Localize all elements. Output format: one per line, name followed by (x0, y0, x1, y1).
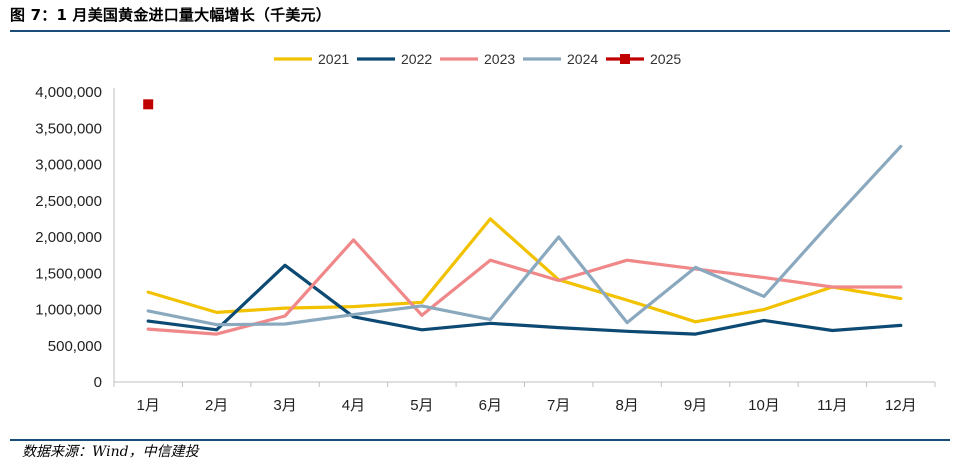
legend-label-2024: 2024 (567, 51, 598, 67)
y-tick-label: 2,000,000 (35, 229, 102, 246)
series-line-2022 (146, 263, 903, 336)
legend-marker-2025 (620, 54, 630, 64)
x-tick-label: 6月 (479, 397, 502, 414)
line-chart: 2021 2022 2023 2024 2025 0 500,000 1,000,000 1,… (35, 51, 936, 414)
figure-title: 图 7：1 月美国黄金进口量大幅增长（千美元） (10, 6, 331, 24)
axes (113, 88, 936, 387)
y-tick-label: 1,500,000 (35, 265, 102, 282)
x-axis-ticks: 1月 2月 3月 4月 5月 6月 7月 8月 9月 10月 11月 12月 (137, 397, 917, 414)
series-2022 (146, 263, 903, 336)
series-group (143, 99, 903, 336)
legend-item-2022: 2022 (357, 51, 432, 67)
legend-label-2021: 2021 (318, 51, 349, 67)
legend-item-2023: 2023 (440, 51, 515, 67)
x-tick-label: 2月 (205, 397, 228, 414)
y-tick-label: 4,000,000 (35, 84, 102, 101)
series-line-2024 (146, 144, 903, 327)
x-tick-label: 3月 (273, 397, 296, 414)
series-2024 (146, 144, 903, 327)
x-tick-label: 1月 (137, 397, 160, 414)
legend-item-2021: 2021 (274, 51, 349, 67)
y-tick-label: 0 (94, 374, 102, 391)
x-tick-label: 10月 (748, 397, 780, 414)
top-rule (10, 30, 950, 32)
legend-label-2022: 2022 (401, 51, 432, 67)
series-2023 (146, 238, 903, 336)
series-line-2023 (146, 238, 903, 336)
y-tick-label: 500,000 (48, 338, 102, 355)
x-tick-label: 4月 (342, 397, 365, 414)
series-2025 (143, 99, 154, 110)
series-line-2021 (146, 217, 903, 324)
series-2021 (146, 217, 903, 324)
legend-item-2024: 2024 (523, 51, 598, 67)
bottom-rule (10, 439, 950, 441)
x-tick-label: 7月 (547, 397, 570, 414)
y-tick-label: 1,000,000 (35, 302, 102, 319)
legend: 2021 2022 2023 2024 2025 (274, 51, 681, 67)
x-tick-label: 5月 (410, 397, 433, 414)
x-tick-label: 9月 (684, 397, 707, 414)
x-tick-label: 11月 (817, 397, 848, 414)
y-axis-ticks: 0 500,000 1,000,000 1,500,000 2,000,000 2,500… (35, 84, 102, 391)
legend-label-2023: 2023 (484, 51, 515, 67)
source-note: 数据来源：Wind，中信建投 (22, 444, 199, 460)
legend-item-2025: 2025 (606, 51, 681, 67)
y-tick-label: 3,500,000 (35, 120, 102, 137)
y-tick-label: 3,000,000 (35, 157, 102, 174)
legend-label-2025: 2025 (650, 51, 681, 67)
data-point-2025-1月 (143, 99, 154, 110)
x-tick-label: 8月 (615, 397, 638, 414)
y-tick-label: 2,500,000 (35, 193, 102, 210)
x-tick-label: 12月 (885, 397, 917, 414)
